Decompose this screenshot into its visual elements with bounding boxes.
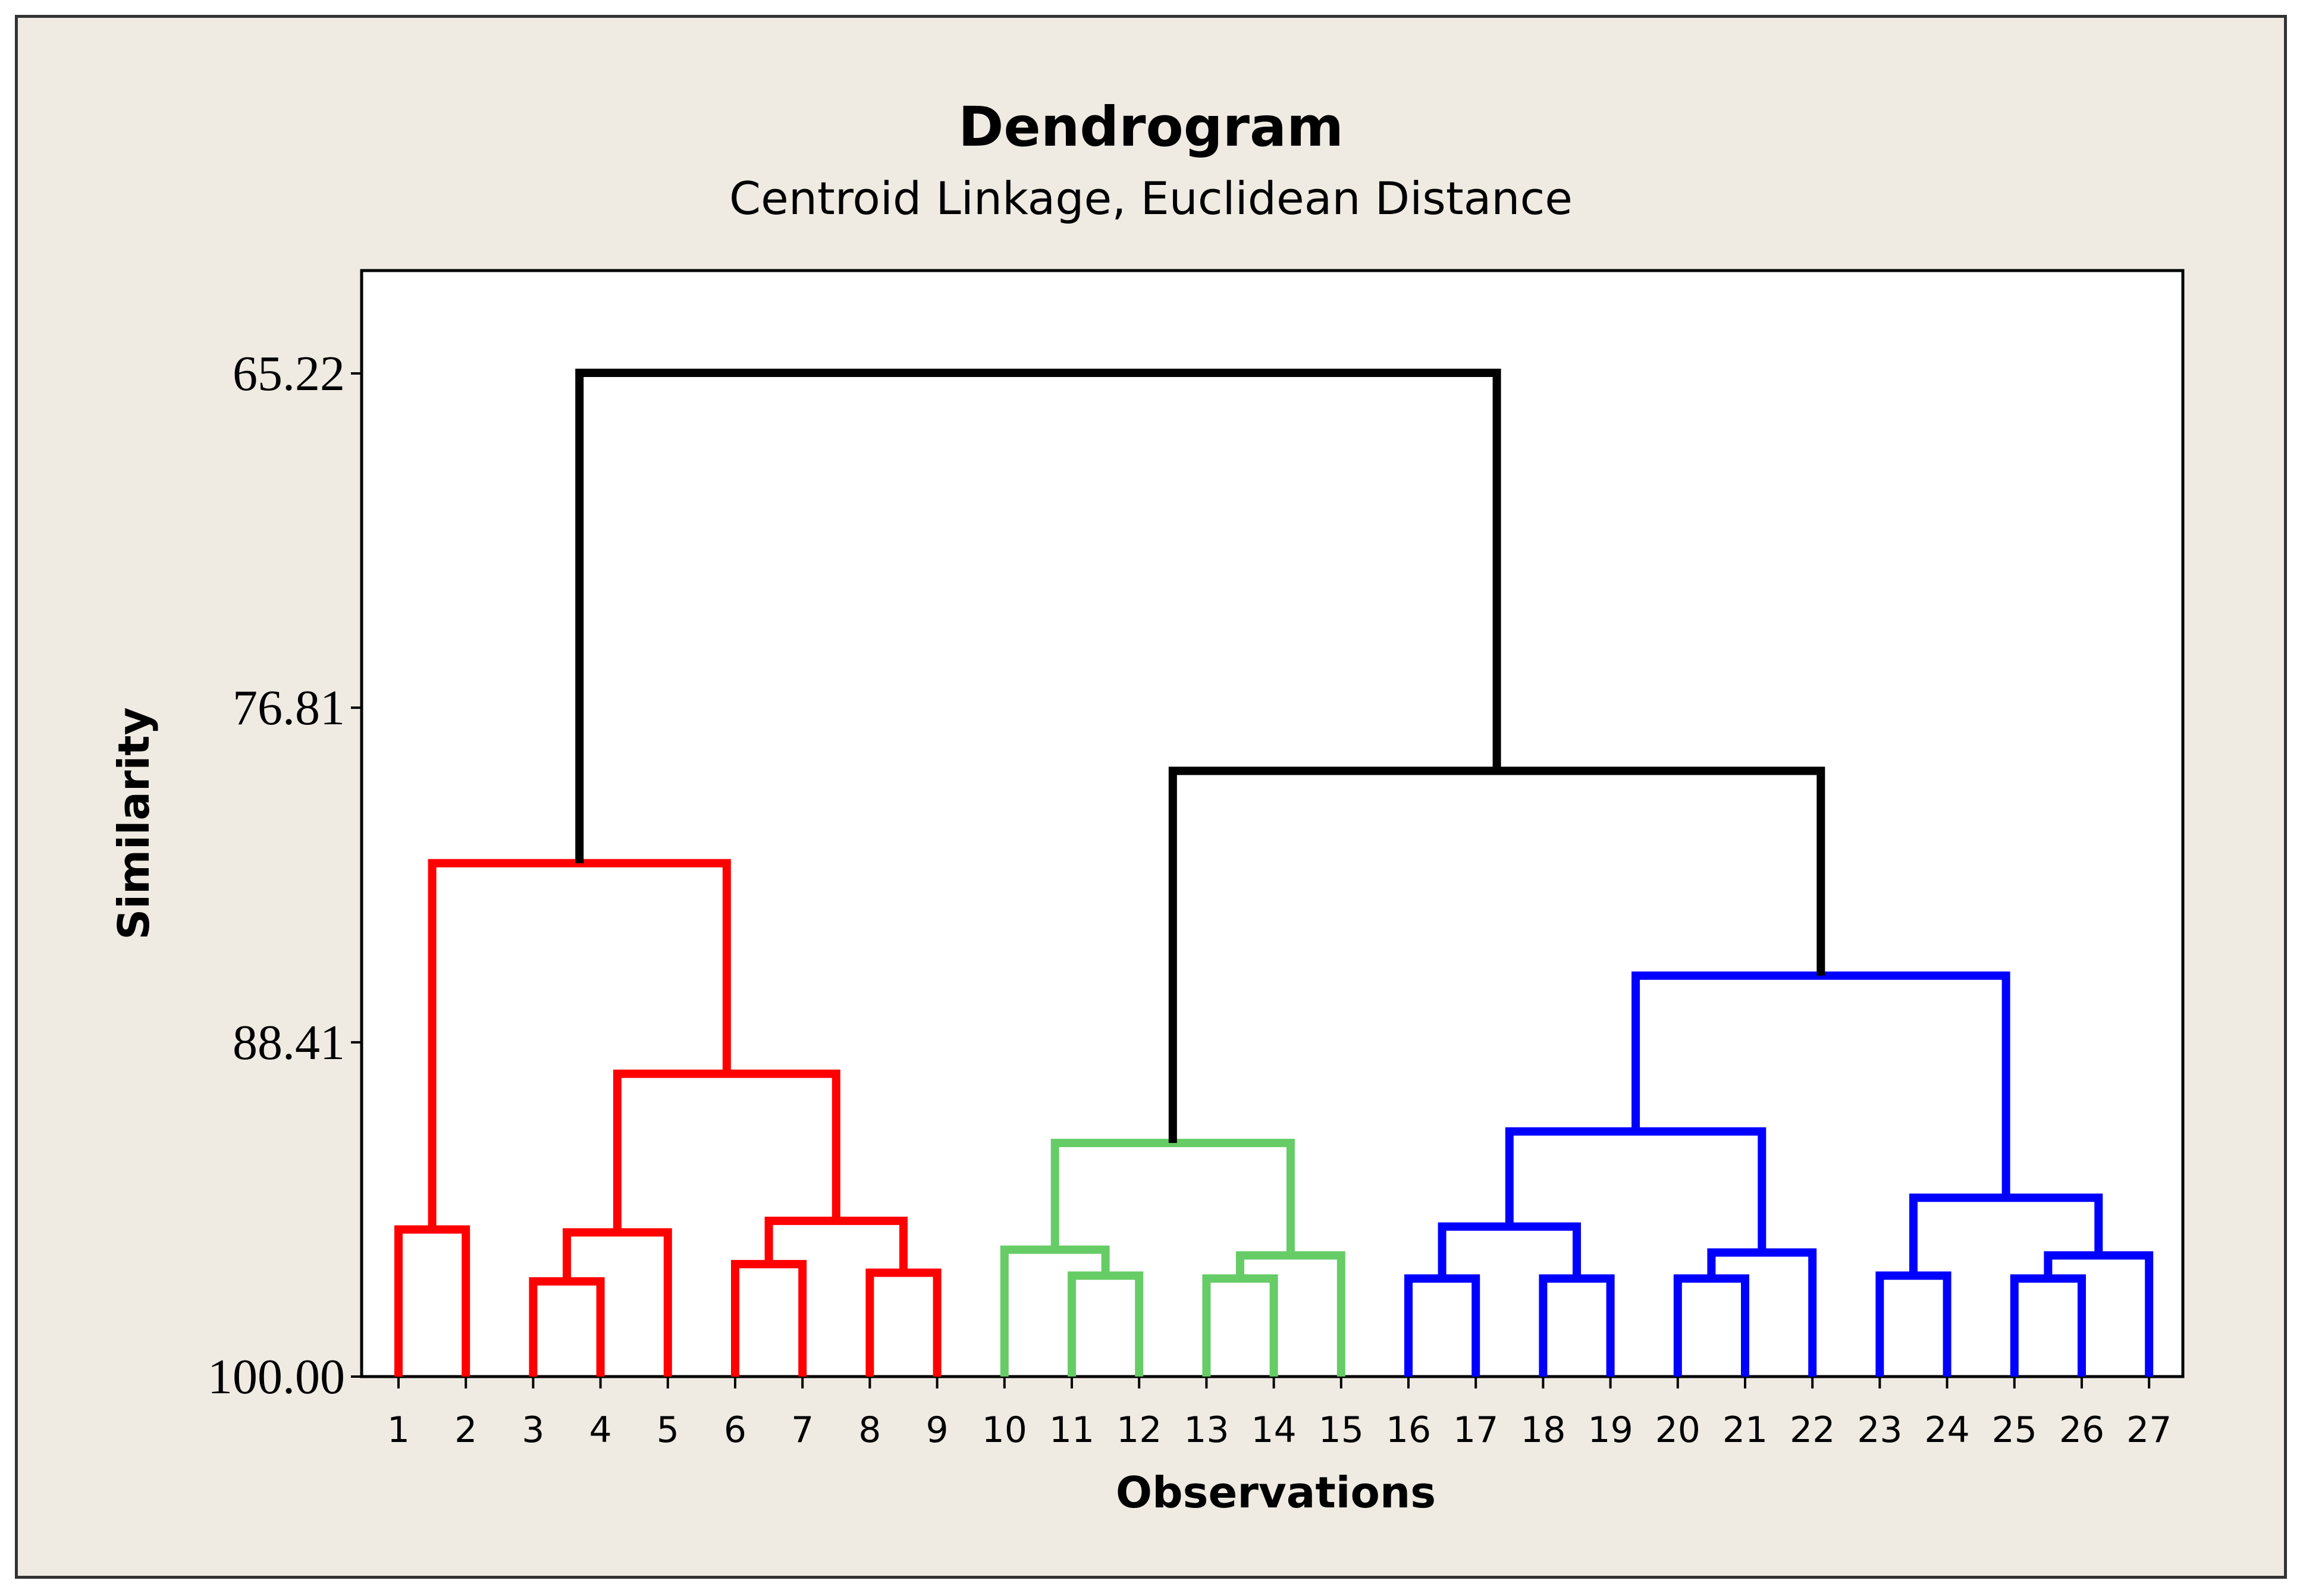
x-tick-label: 16 <box>1386 1409 1431 1451</box>
chart-title: Dendrogram <box>958 95 1344 159</box>
x-tick-label: 22 <box>1790 1409 1835 1451</box>
x-tick-label: 27 <box>2126 1409 2172 1451</box>
dendrogram-chart: Dendrogram Centroid Linkage, Euclidean D… <box>109 95 2185 1518</box>
x-tick-label: 20 <box>1655 1409 1700 1451</box>
x-tick-label: 9 <box>926 1409 949 1451</box>
x-tick-label: 3 <box>522 1409 544 1451</box>
x-tick-label: 21 <box>1722 1409 1768 1451</box>
x-tick-label: 6 <box>724 1409 746 1451</box>
x-tick-label: 10 <box>982 1409 1027 1451</box>
x-tick-label: 18 <box>1520 1409 1565 1451</box>
x-axis-label: Observations <box>1116 1468 1436 1518</box>
x-tick-label: 5 <box>657 1409 679 1451</box>
y-tick-label: 100.00 <box>208 1349 345 1405</box>
x-tick-label: 11 <box>1049 1409 1094 1451</box>
x-tick-label: 26 <box>2059 1409 2104 1451</box>
y-axis: 65.22 76.81 88.41 100.00 <box>208 346 362 1405</box>
dendrogram-links <box>394 369 2154 1377</box>
x-tick-label: 13 <box>1184 1409 1229 1451</box>
x-tick-label: 14 <box>1251 1409 1296 1451</box>
x-tick-label: 4 <box>589 1409 612 1451</box>
y-axis-label: Similarity <box>109 707 159 940</box>
y-tick-label: 65.22 <box>233 346 345 401</box>
x-tick-label: 25 <box>1992 1409 2037 1451</box>
y-tick-label: 88.41 <box>233 1015 345 1070</box>
x-tick-label: 17 <box>1453 1409 1498 1451</box>
chart-subtitle: Centroid Linkage, Euclidean Distance <box>729 172 1573 225</box>
x-tick-label: 7 <box>791 1409 814 1451</box>
dendrogram-link-m26 <box>575 369 1501 863</box>
x-tick-label: 1 <box>387 1409 410 1451</box>
x-tick-label: 24 <box>1924 1409 1969 1451</box>
x-tick-label: 8 <box>858 1409 881 1451</box>
x-tick-label: 19 <box>1587 1409 1633 1451</box>
y-tick-label: 76.81 <box>233 680 345 736</box>
plot-area <box>360 269 2185 1378</box>
x-tick-label: 12 <box>1116 1409 1162 1451</box>
chart-frame: Dendrogram Centroid Linkage, Euclidean D… <box>15 15 2287 1579</box>
dendrogram-link-m6 <box>764 1217 908 1273</box>
x-tick-label: 15 <box>1319 1409 1364 1451</box>
x-tick-label: 23 <box>1857 1409 1902 1451</box>
x-axis: 1 2 3 4 5 6 7 8 9 10 11 12 13 14 15 16 17 18 19 20 21 22 23 24 2… <box>387 1377 2172 1451</box>
x-tick-label: 2 <box>454 1409 477 1451</box>
